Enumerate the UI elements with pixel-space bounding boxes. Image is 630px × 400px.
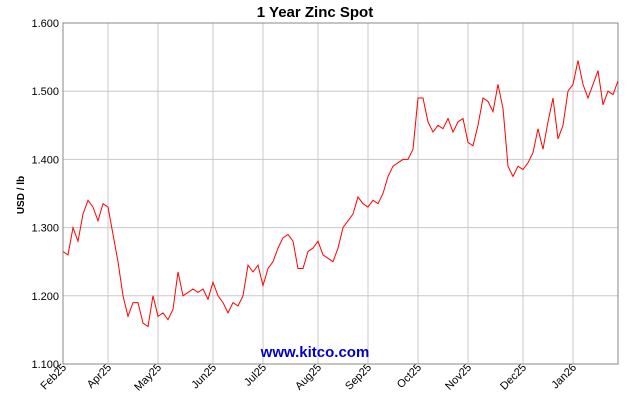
x-tick-label: Oct25 (395, 362, 424, 391)
y-tick-label: 1.300 (31, 223, 59, 235)
price-line (62, 60, 619, 328)
chart-title: 1 Year Zinc Spot (257, 4, 373, 21)
x-tick-label: Jan26 (549, 362, 579, 392)
x-tick-label: Nov25 (443, 362, 474, 393)
plot-border (62, 22, 619, 365)
x-tick-label: Apr25 (85, 362, 114, 391)
x-tick-label: Dec25 (498, 362, 529, 393)
y-tick-label: 1.600 (31, 18, 59, 30)
plot-area (63, 23, 618, 364)
y-tick-label: 1.500 (31, 86, 59, 98)
watermark: www.kitco.com (260, 344, 370, 361)
x-tick-label: Jun25 (189, 362, 219, 392)
x-tick-label: Aug25 (293, 362, 324, 393)
x-tick-label: May25 (132, 362, 164, 394)
y-tick-label: 1.400 (31, 154, 59, 166)
y-axis-label: USD / lb (16, 176, 27, 214)
y-tick-label: 1.100 (31, 359, 59, 371)
x-tick-label: Jul25 (242, 362, 269, 389)
x-tick-label: Sep25 (343, 362, 374, 393)
y-tick-label: 1.200 (31, 291, 59, 303)
